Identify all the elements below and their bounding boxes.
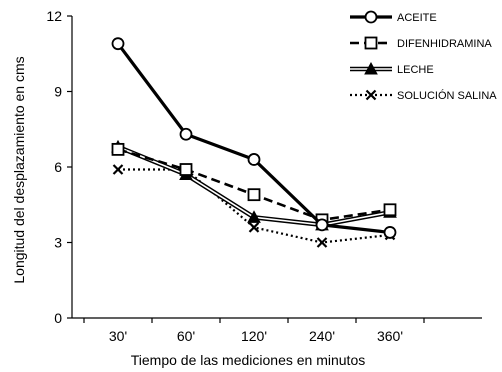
square-marker <box>383 203 397 217</box>
series-3 <box>112 164 396 248</box>
x-marker-stroke <box>365 89 377 101</box>
series-line <box>118 168 391 244</box>
circle-marker <box>364 10 378 24</box>
x-marker <box>316 237 328 248</box>
square-marker <box>111 142 125 156</box>
legend-label: LECHE <box>397 64 434 76</box>
x-marker-stroke <box>248 222 260 233</box>
legend-label: ACEITE <box>397 12 437 24</box>
circle-marker <box>315 218 329 232</box>
legend-item: DIFENHIDRAMINA <box>350 36 492 50</box>
series-1 <box>111 142 397 227</box>
square-marker <box>179 163 193 176</box>
y-tick-label: 12 <box>46 8 62 24</box>
square-marker <box>364 36 378 50</box>
x-marker <box>365 89 377 101</box>
axes: 0 3 6 9 12 30' 60' 120' 240' 360' <box>46 8 482 344</box>
circle-marker <box>383 226 397 239</box>
series-layer <box>111 37 397 248</box>
series-0 <box>111 37 397 239</box>
x-tick-label: 120' <box>241 328 267 344</box>
x-marker-stroke <box>316 237 328 248</box>
legend-label: DIFENHIDRAMINA <box>397 38 492 50</box>
triangle-marker <box>247 210 261 223</box>
x-marker <box>112 164 124 175</box>
circle-marker <box>247 153 261 166</box>
legend-label: SOLUCIÓN SALINA <box>397 89 497 102</box>
square-marker <box>247 188 261 202</box>
y-tick-label: 6 <box>54 159 62 175</box>
legend-item: ACEITE <box>350 10 437 24</box>
x-tick-label: 240' <box>309 328 335 344</box>
x-marker-stroke <box>112 164 124 175</box>
legend-item: LECHE <box>350 61 434 76</box>
y-tick-label: 0 <box>54 310 62 326</box>
y-axis-title: Longitud del desplazamiento en cms <box>11 56 27 283</box>
legend: ACEITE DIFENHIDRAMINA LECHE SOLUCIÓN SALINA <box>350 10 497 102</box>
x-tick-label: 360' <box>377 328 403 344</box>
legend-item: SOLUCIÓN SALINA <box>350 89 497 102</box>
y-tick-label: 3 <box>54 235 62 251</box>
x-tick-label: 30' <box>109 328 127 344</box>
circle-marker <box>179 127 193 141</box>
x-axis-title: Tiempo de las mediciones en minutos <box>131 352 366 368</box>
circle-marker <box>111 37 125 51</box>
y-tick-label: 9 <box>54 84 62 100</box>
triangle-marker <box>364 61 378 75</box>
x-marker <box>248 222 260 233</box>
x-tick-label: 60' <box>177 328 195 344</box>
series-line <box>116 42 391 235</box>
